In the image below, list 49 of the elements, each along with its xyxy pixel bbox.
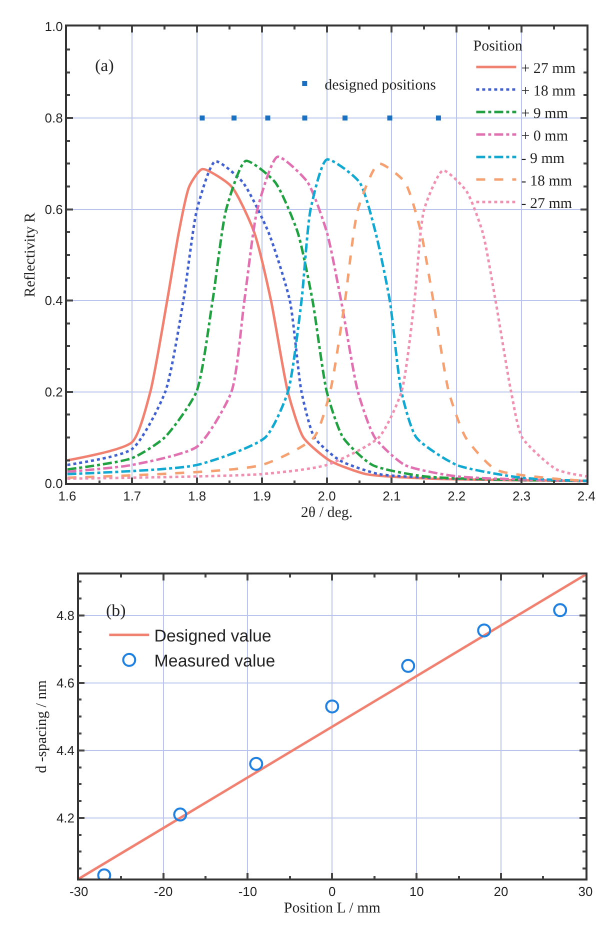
point — [249, 756, 264, 771]
y-tick-label: 4.8 — [56, 608, 75, 623]
legend-label: - 27 mm — [521, 196, 572, 212]
x-tick-label: 1.7 — [123, 488, 142, 504]
legend-label: + 0 mm — [521, 128, 568, 144]
x-tick-label: -20 — [154, 884, 173, 900]
legend-label: + 9 mm — [521, 106, 568, 122]
x-tick-label: 2.4 — [577, 488, 596, 504]
x-tick-label: 2.3 — [512, 488, 531, 504]
point — [173, 808, 188, 822]
y-tick-label: 1.0 — [44, 19, 63, 34]
y-tick-label: 4.4 — [56, 742, 75, 758]
legend-label: + 18 mm — [521, 83, 576, 100]
legend-label: + 27 mm — [521, 60, 576, 77]
legend-label: - 18 mm — [521, 173, 572, 190]
legend-title: Position — [473, 38, 523, 55]
point — [477, 623, 492, 638]
point — [553, 603, 568, 618]
y-tick-label: 0.8 — [44, 110, 63, 126]
x-tick-label: -10 — [238, 884, 258, 900]
x-tick-label: 2.2 — [448, 488, 466, 504]
legend-label: designed positions — [324, 77, 436, 94]
y-tick-label: 4.2 — [56, 810, 75, 826]
y-axis-title: d -spacing / nm — [34, 680, 50, 774]
point — [401, 658, 416, 673]
x-tick-label: 1.9 — [252, 488, 271, 504]
legend-label: - 9 mm — [521, 150, 565, 167]
x-tick-label: 2.0 — [318, 488, 336, 504]
x-tick-label: 30 — [578, 884, 593, 900]
annotation: (a) — [95, 56, 114, 75]
y-tick-label: 0.6 — [44, 202, 63, 217]
y-tick-label: 0.0 — [44, 476, 63, 491]
y-tick-label: 0.2 — [44, 384, 63, 400]
legend-label: Designed value — [154, 626, 272, 646]
x-tick-label: 1.8 — [188, 488, 206, 504]
y-tick-label: 0.4 — [44, 293, 63, 308]
y-tick-label: 4.6 — [56, 675, 75, 690]
x-tick-label: 0 — [328, 884, 336, 900]
x-tick-label: 1.6 — [58, 488, 76, 504]
annotation: (b) — [106, 601, 126, 620]
x-tick-label: 2.1 — [382, 488, 401, 504]
x-tick-label: 10 — [409, 884, 424, 900]
point — [325, 699, 340, 714]
x-tick-label: -30 — [69, 884, 88, 900]
x-tick-label: 20 — [494, 884, 508, 900]
x-axis-title: Position L / mm — [284, 900, 381, 917]
y-axis-title: Reflectivity R — [22, 212, 39, 298]
x-axis-title: 2θ / deg. — [300, 505, 353, 522]
legend-label: Measured value — [154, 652, 276, 671]
